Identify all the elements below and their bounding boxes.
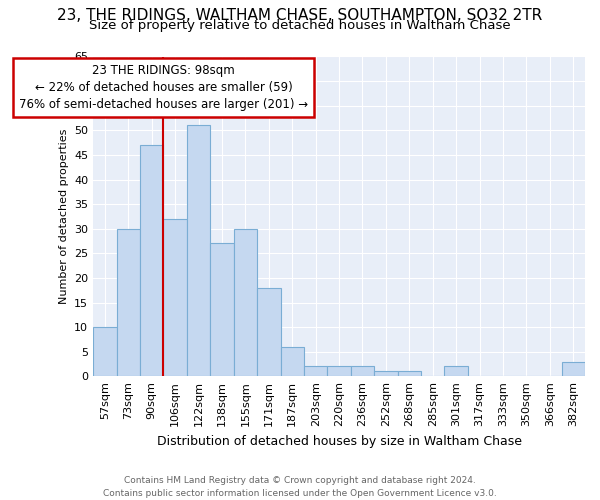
Bar [351, 366, 374, 376]
Text: Contains HM Land Registry data © Crown copyright and database right 2024.
Contai: Contains HM Land Registry data © Crown c… [103, 476, 497, 498]
Bar [328, 366, 351, 376]
Bar [93, 327, 116, 376]
X-axis label: Distribution of detached houses by size in Waltham Chase: Distribution of detached houses by size … [157, 434, 521, 448]
Bar [445, 366, 468, 376]
Y-axis label: Number of detached properties: Number of detached properties [59, 128, 68, 304]
Bar [374, 372, 398, 376]
Bar [257, 288, 281, 376]
Bar [304, 366, 328, 376]
Text: 23 THE RIDINGS: 98sqm
← 22% of detached houses are smaller (59)
76% of semi-deta: 23 THE RIDINGS: 98sqm ← 22% of detached … [19, 64, 308, 111]
Bar [163, 219, 187, 376]
Bar [210, 244, 233, 376]
Bar [187, 126, 210, 376]
Bar [398, 372, 421, 376]
Bar [140, 145, 163, 376]
Bar [281, 347, 304, 376]
Text: 23, THE RIDINGS, WALTHAM CHASE, SOUTHAMPTON, SO32 2TR: 23, THE RIDINGS, WALTHAM CHASE, SOUTHAMP… [58, 8, 542, 22]
Bar [562, 362, 585, 376]
Text: Size of property relative to detached houses in Waltham Chase: Size of property relative to detached ho… [89, 19, 511, 32]
Bar [116, 228, 140, 376]
Bar [233, 228, 257, 376]
